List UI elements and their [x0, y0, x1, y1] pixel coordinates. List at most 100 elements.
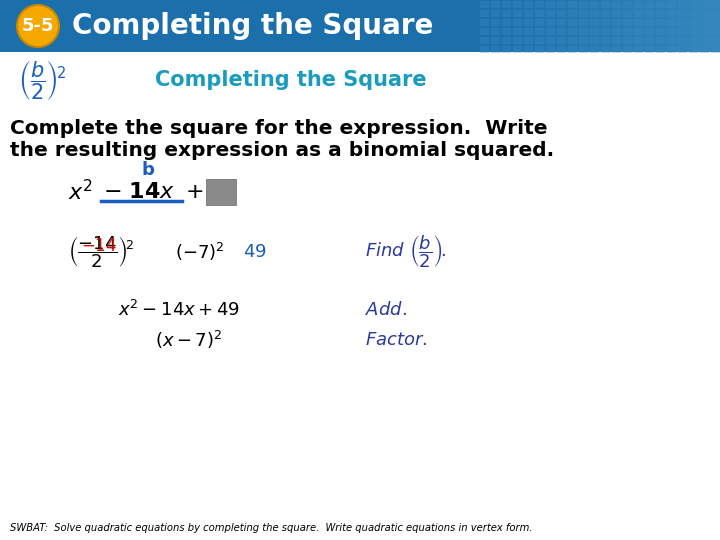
Bar [687, 0, 688, 52]
Bar [623, 19, 632, 26]
Bar [491, 28, 500, 35]
Bar [612, 46, 621, 53]
Bar [711, 0, 712, 52]
Bar [667, 28, 676, 35]
Bar [604, 0, 605, 52]
Bar [719, 0, 720, 52]
Bar [546, 28, 555, 35]
Bar [645, 28, 654, 35]
Bar [667, 1, 676, 8]
Bar [513, 46, 522, 53]
Bar [670, 0, 671, 52]
Bar [502, 0, 503, 52]
Bar [645, 37, 654, 44]
Bar [557, 0, 558, 52]
Bar [511, 0, 512, 52]
Bar [678, 10, 687, 17]
Bar [524, 1, 533, 8]
Bar [525, 0, 526, 52]
Bar [568, 37, 577, 44]
Bar [656, 37, 665, 44]
Bar [477, 0, 478, 52]
Bar [640, 0, 641, 52]
Bar [535, 19, 544, 26]
Bar [657, 0, 658, 52]
Bar [513, 37, 522, 44]
Bar [616, 0, 617, 52]
Bar [510, 0, 511, 52]
Bar [565, 0, 566, 52]
Bar [711, 28, 720, 35]
Bar [602, 0, 603, 52]
Bar [529, 0, 530, 52]
Bar [636, 0, 637, 52]
Text: SWBAT:  Solve quadratic equations by completing the square.  Write quadratic equ: SWBAT: Solve quadratic equations by comp… [10, 523, 533, 533]
Text: the resulting expression as a binomial squared.: the resulting expression as a binomial s… [10, 140, 554, 159]
Bar [587, 0, 588, 52]
Bar [524, 10, 533, 17]
Bar [567, 0, 568, 52]
Bar [586, 0, 587, 52]
Text: $49$: $49$ [243, 243, 266, 261]
Bar [704, 0, 705, 52]
Bar [473, 0, 474, 52]
Bar [598, 0, 599, 52]
Bar [613, 0, 614, 52]
Bar [710, 0, 711, 52]
Bar [566, 0, 567, 52]
Bar [546, 37, 555, 44]
Bar [706, 0, 707, 52]
Bar [584, 0, 585, 52]
Bar [633, 0, 634, 52]
Bar [579, 1, 588, 8]
Bar [564, 0, 565, 52]
Bar [705, 0, 706, 52]
Bar [495, 0, 496, 52]
Bar [692, 0, 693, 52]
Bar [488, 0, 489, 52]
Bar [556, 0, 557, 52]
Bar [714, 0, 715, 52]
Bar [656, 46, 665, 53]
Bar [524, 46, 533, 53]
Bar [678, 0, 679, 52]
Bar [626, 0, 627, 52]
Bar [660, 0, 661, 52]
Bar [574, 0, 575, 52]
Bar [491, 19, 500, 26]
Bar [535, 46, 544, 53]
Bar [638, 0, 639, 52]
Bar [678, 19, 687, 26]
Bar [688, 0, 689, 52]
Bar [612, 1, 621, 8]
Bar [601, 28, 610, 35]
Bar [589, 0, 590, 52]
Bar [634, 0, 635, 52]
Bar [539, 0, 540, 52]
Bar [480, 19, 489, 26]
Bar [514, 0, 515, 52]
Bar [501, 0, 502, 52]
Bar [603, 0, 604, 52]
Bar [703, 0, 704, 52]
Bar [623, 46, 632, 53]
Bar [563, 0, 564, 52]
Bar [480, 37, 489, 44]
Circle shape [17, 5, 59, 47]
Bar [606, 0, 607, 52]
Bar [713, 0, 714, 52]
Bar [542, 0, 543, 52]
Bar [677, 0, 678, 52]
Bar [471, 0, 472, 52]
Bar [585, 0, 586, 52]
Text: 5-5: 5-5 [22, 17, 54, 35]
Bar [691, 0, 692, 52]
Bar [206, 179, 236, 205]
Bar [634, 37, 643, 44]
Bar [535, 1, 544, 8]
Bar [491, 10, 500, 17]
Bar [667, 19, 676, 26]
Bar [654, 0, 655, 52]
Bar [581, 0, 582, 52]
Bar [700, 1, 709, 8]
